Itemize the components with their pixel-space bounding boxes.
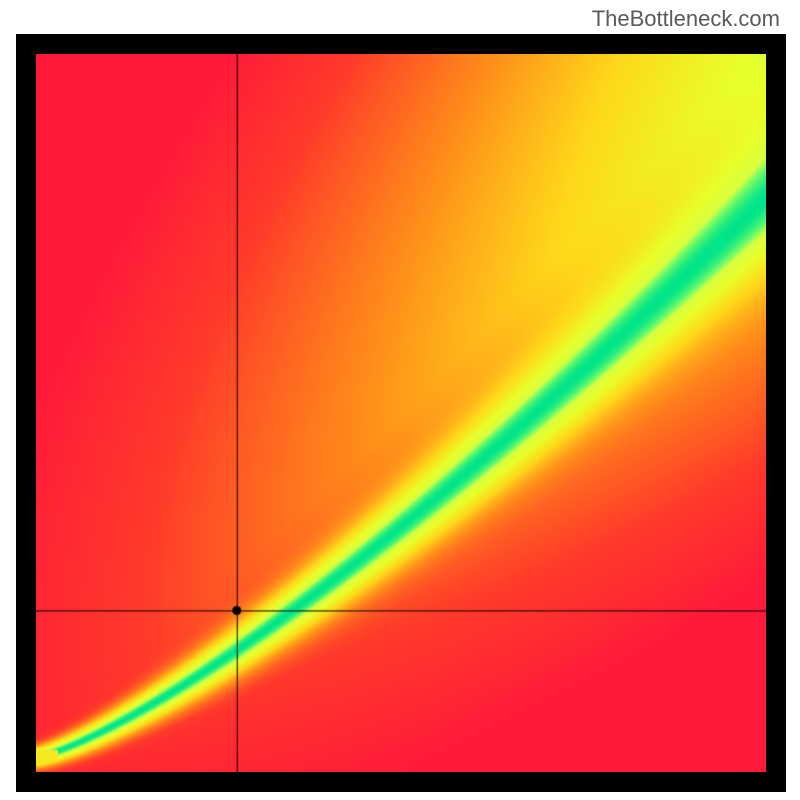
- watermark-text: TheBottleneck.com: [592, 6, 780, 32]
- chart-frame: [16, 34, 786, 792]
- crosshair-overlay: [36, 54, 766, 772]
- chart-container: TheBottleneck.com: [0, 0, 800, 800]
